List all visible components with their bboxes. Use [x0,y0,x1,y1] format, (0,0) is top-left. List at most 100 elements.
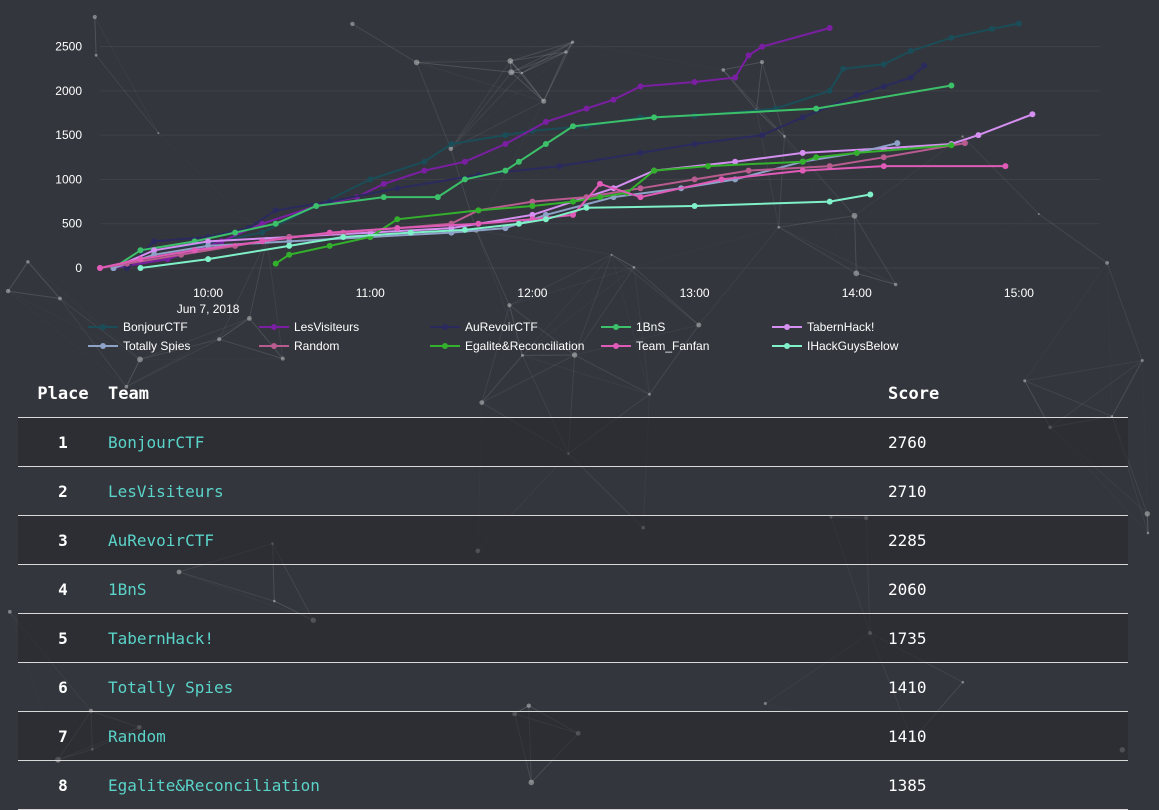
data-point[interactable] [962,140,968,146]
data-point[interactable] [719,176,725,182]
data-point[interactable] [502,132,508,138]
data-point[interactable] [340,234,346,240]
data-point[interactable] [516,159,522,165]
data-point[interactable] [948,83,954,89]
data-point[interactable] [286,243,292,249]
data-point[interactable] [394,216,400,222]
legend-item[interactable]: IHackGuysBelow [772,337,898,355]
data-point[interactable] [597,181,603,187]
data-point[interactable] [273,221,279,227]
data-point[interactable] [800,168,806,174]
legend-item[interactable]: 1BnS [601,318,665,336]
data-point[interactable] [421,159,427,165]
data-point[interactable] [638,185,644,191]
data-point[interactable] [692,203,698,209]
data-point[interactable] [394,225,400,231]
data-point[interactable] [881,154,887,160]
data-point[interactable] [746,52,752,58]
data-point[interactable] [584,205,590,211]
data-point[interactable] [570,199,576,205]
legend-item[interactable]: LesVisiteurs [259,318,359,336]
legend-item[interactable]: TabernHack! [772,318,874,336]
data-point[interactable] [800,114,806,120]
data-point[interactable] [421,168,427,174]
data-point[interactable] [1016,21,1022,27]
legend-item[interactable]: Random [259,337,339,355]
data-point[interactable] [327,243,333,249]
data-point[interactable] [638,150,644,156]
data-point[interactable] [867,192,873,198]
data-point[interactable] [881,163,887,169]
data-point[interactable] [881,61,887,67]
data-point[interactable] [381,181,387,187]
data-point[interactable] [813,154,819,160]
data-point[interactable] [475,207,481,213]
data-point[interactable] [543,119,549,125]
data-point[interactable] [975,132,981,138]
data-point[interactable] [557,163,563,169]
data-point[interactable] [827,88,833,94]
data-point[interactable] [408,230,414,236]
data-point[interactable] [543,141,549,147]
data-point[interactable] [435,194,441,200]
data-point[interactable] [732,75,738,81]
data-point[interactable] [584,106,590,112]
data-point[interactable] [462,227,468,233]
data-point[interactable] [138,256,144,262]
data-point[interactable] [908,48,914,54]
data-point[interactable] [692,176,698,182]
legend-item[interactable]: Egalite&Reconciliation [430,337,584,355]
data-point[interactable] [989,26,995,32]
data-point[interactable] [908,75,914,81]
data-point[interactable] [205,256,211,262]
data-point[interactable] [313,203,319,209]
data-point[interactable] [232,230,238,236]
data-point[interactable] [759,132,765,138]
data-point[interactable] [800,159,806,165]
data-point[interactable] [462,176,468,182]
data-point[interactable] [394,185,400,191]
data-point[interactable] [948,142,954,148]
data-point[interactable] [840,66,846,72]
team-link[interactable]: 1BnS [108,580,147,599]
score-column-header[interactable]: Score [888,370,1128,418]
data-point[interactable] [827,199,833,205]
data-point[interactable] [273,207,279,213]
data-point[interactable] [611,97,617,103]
data-point[interactable] [800,150,806,156]
data-point[interactable] [746,168,752,174]
team-link[interactable]: LesVisiteurs [108,482,224,501]
data-point[interactable] [367,176,373,182]
data-point[interactable] [327,230,333,236]
place-column-header[interactable]: Place [18,370,108,418]
data-point[interactable] [692,79,698,85]
legend-item[interactable]: Totally Spies [88,337,190,355]
data-point[interactable] [759,44,765,50]
data-point[interactable] [516,221,522,227]
data-point[interactable] [651,168,657,174]
data-point[interactable] [502,168,508,174]
data-point[interactable] [1002,163,1008,169]
data-point[interactable] [97,265,103,271]
team-link[interactable]: TabernHack! [108,629,214,648]
data-point[interactable] [854,92,860,98]
data-point[interactable] [138,247,144,253]
data-point[interactable] [692,141,698,147]
team-column-header[interactable]: Team [108,370,888,418]
legend-item[interactable]: Team_Fanfan [601,337,709,355]
data-point[interactable] [475,221,481,227]
data-point[interactable] [948,35,954,41]
data-point[interactable] [1029,111,1035,117]
data-point[interactable] [529,203,535,209]
data-point[interactable] [854,150,860,156]
data-point[interactable] [448,141,454,147]
team-link[interactable]: Random [108,727,166,746]
data-point[interactable] [192,247,198,253]
data-point[interactable] [813,106,819,112]
team-link[interactable]: BonjourCTF [108,433,204,452]
legend-item[interactable]: AuRevoirCTF [430,318,538,336]
data-point[interactable] [570,123,576,129]
data-point[interactable] [502,141,508,147]
data-point[interactable] [638,194,644,200]
data-point[interactable] [273,261,279,267]
